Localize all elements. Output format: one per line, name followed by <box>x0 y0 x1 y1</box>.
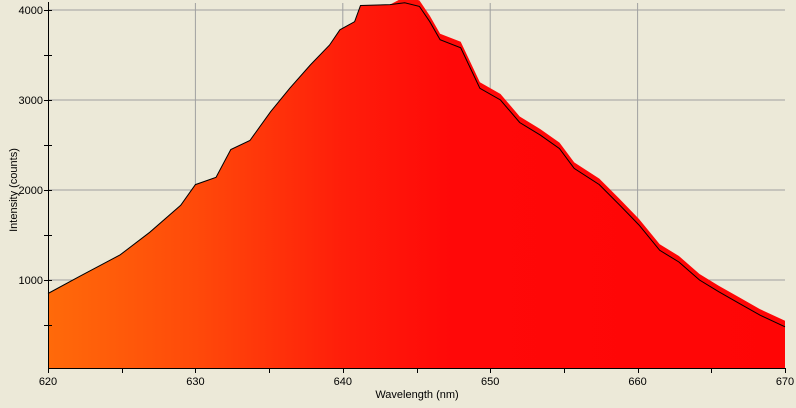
x-tick-label: 640 <box>334 376 352 388</box>
y-tick-label: 2000 <box>19 185 43 197</box>
y-tick-label: 1000 <box>19 275 43 287</box>
x-tick-label: 670 <box>776 376 794 388</box>
axes <box>48 2 786 369</box>
y-axis-ticks: 1000 2000 3000 4000 <box>19 5 52 326</box>
x-tick-label: 660 <box>628 376 646 388</box>
x-tick-label: 650 <box>481 376 499 388</box>
x-axis-ticks: 620 630 640 650 660 670 <box>39 368 794 388</box>
x-axis-title: Wavelength (nm) <box>375 389 458 401</box>
spectrum-line <box>47 2 786 328</box>
x-tick-label: 620 <box>39 376 57 388</box>
y-tick-label: 4000 <box>19 5 43 17</box>
y-tick-label: 3000 <box>19 95 43 107</box>
spectrum-area-fill <box>48 0 785 368</box>
y-axis-title: Intensity (counts) <box>8 148 20 232</box>
x-tick-label: 630 <box>186 376 204 388</box>
